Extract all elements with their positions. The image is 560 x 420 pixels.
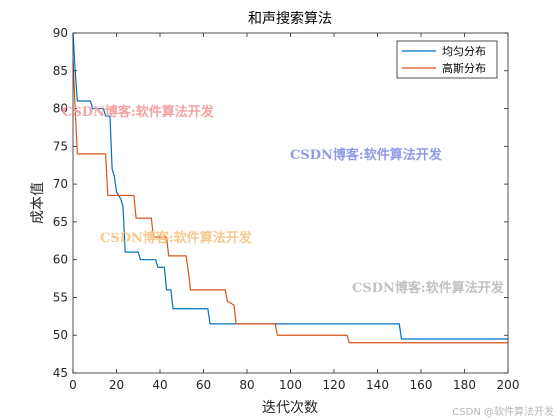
y-tick-label: 75 xyxy=(53,139,68,153)
x-tick-label: 0 xyxy=(69,378,77,392)
plot-area xyxy=(73,33,508,373)
x-tick-label: 40 xyxy=(152,378,167,392)
watermark-text: CSDN博客:软件算法开发 xyxy=(62,104,215,120)
watermark-text: CSDN博客:软件算法开发 xyxy=(290,147,443,163)
x-tick-label: 120 xyxy=(323,378,346,392)
x-tick-label: 100 xyxy=(279,378,302,392)
y-tick-label: 90 xyxy=(53,26,68,40)
legend-label-uniform: 均匀分布 xyxy=(442,45,486,58)
series-line-uniform xyxy=(72,32,508,340)
x-tick-label: 80 xyxy=(239,378,254,392)
y-tick-label: 50 xyxy=(53,328,68,342)
x-axis-title: 迭代次数 xyxy=(262,400,318,416)
ticks-layer: 0 20 40 60 80 100 120 140 160 180 200 45 50 55 60 65 70 7… xyxy=(53,26,520,392)
series-line-gaussian xyxy=(72,59,508,344)
y-tick-label: 85 xyxy=(53,64,68,78)
y-tick-label: 80 xyxy=(53,102,68,116)
x-tick-label: 20 xyxy=(109,378,124,392)
legend: 均匀分布 高斯分布 xyxy=(396,40,498,79)
x-tick-label: 60 xyxy=(196,378,211,392)
x-tick-label: 180 xyxy=(453,378,476,392)
y-tick-label: 70 xyxy=(53,177,68,191)
chart-title: 和声搜索算法 xyxy=(248,10,332,27)
x-tick-label: 160 xyxy=(410,378,433,392)
series-layer xyxy=(72,32,508,344)
y-tick-label: 60 xyxy=(53,253,68,267)
y-tick-label: 65 xyxy=(53,215,68,229)
y-axis-title: 成本值 xyxy=(30,182,46,224)
y-tick-label: 55 xyxy=(53,290,68,304)
footer-watermark: CSDN @软件算法开发 xyxy=(452,407,554,418)
watermark-layer: CSDN博客:软件算法开发 CSDN博客:软件算法开发 CSDN博客:软件算法开… xyxy=(62,104,505,296)
y-tick-label: 45 xyxy=(53,366,68,380)
watermark-text: CSDN博客:软件算法开发 xyxy=(352,280,505,296)
legend-box xyxy=(396,40,498,79)
watermark-text: CSDN博客:软件算法开发 xyxy=(100,230,253,246)
x-tick-label: 140 xyxy=(366,378,389,392)
x-tick-label: 200 xyxy=(497,378,520,392)
legend-label-gaussian: 高斯分布 xyxy=(442,61,486,75)
